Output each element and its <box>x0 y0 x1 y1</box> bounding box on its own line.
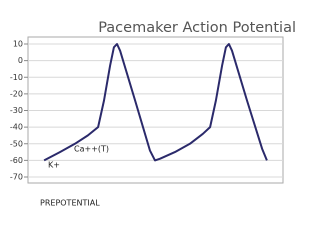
y-tick-label: -20 <box>10 89 23 98</box>
annotation: K+ <box>48 161 60 170</box>
y-tick-label: -60 <box>10 156 23 165</box>
y-tick-label: -10 <box>10 73 23 82</box>
y-tick-label: -70 <box>10 173 23 182</box>
annotation: Ca++(T) <box>74 145 109 154</box>
series-line <box>43 43 268 162</box>
y-tick-label: -30 <box>10 106 23 115</box>
chart-title: Pacemaker Action Potential <box>98 20 296 36</box>
y-tick-label: -50 <box>10 139 23 148</box>
y-tick-label: 0 <box>18 56 23 65</box>
chart: Pacemaker Action Potential 10 0 -10 -20 -30 -… <box>10 20 296 208</box>
annotation: PREPOTENTIAL <box>40 199 100 208</box>
y-tick-label: 10 <box>13 40 23 49</box>
y-tick-label: -40 <box>10 123 23 132</box>
